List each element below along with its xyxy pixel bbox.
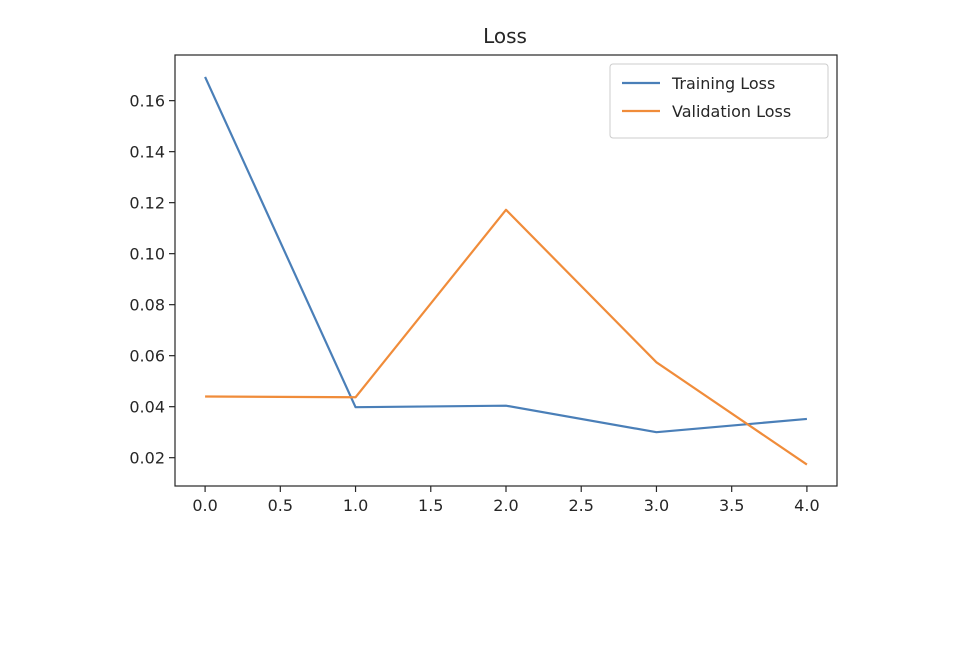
x-tick-label: 2.5 [569,496,594,515]
x-tick-label: 3.0 [644,496,669,515]
y-axis: 0.02 0.04 0.06 0.08 0.10 0.12 0.14 0.16 [129,92,175,468]
legend-label-validation-loss: Validation Loss [672,102,791,121]
legend-label-training-loss: Training Loss [671,74,775,93]
y-tick-label: 0.12 [129,194,165,213]
y-tick-label: 0.08 [129,296,165,315]
x-tick-label: 2.0 [493,496,518,515]
x-tick-label: 1.0 [343,496,368,515]
x-tick-label: 4.0 [794,496,819,515]
x-tick-label: 0.0 [192,496,217,515]
y-tick-label: 0.06 [129,347,165,366]
x-tick-label: 1.5 [418,496,443,515]
x-tick-label: 0.5 [268,496,293,515]
y-tick-label: 0.16 [129,92,165,111]
y-tick-label: 0.10 [129,245,165,264]
y-tick-label: 0.02 [129,449,165,468]
legend-box [609,63,829,139]
series-layer [204,76,808,466]
chart-title: Loss [483,24,527,48]
legend: Training Loss Validation Loss [609,63,829,139]
x-axis: 0.0 0.5 1.0 1.5 2.0 2.5 3.0 3.5 4.0 [192,486,820,515]
y-tick-label: 0.14 [129,143,165,162]
y-tick-label: 0.04 [129,398,165,417]
x-tick-label: 3.5 [719,496,744,515]
